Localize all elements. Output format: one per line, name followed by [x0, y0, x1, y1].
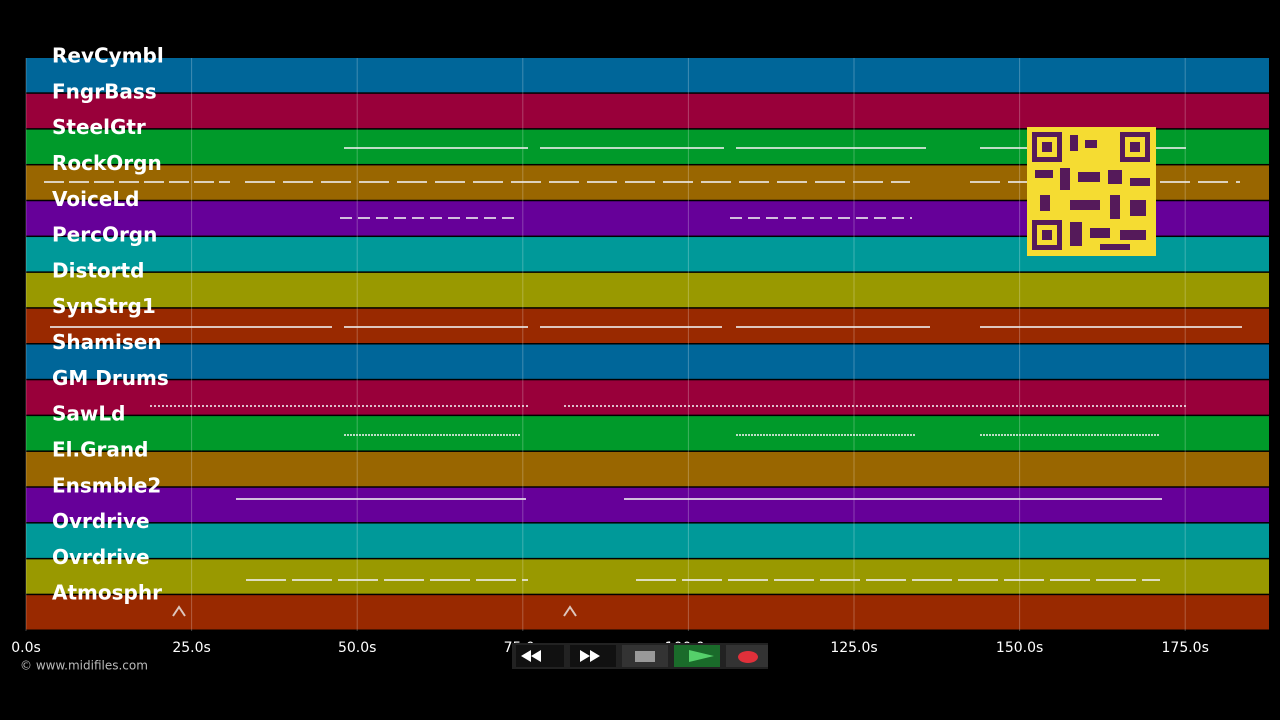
track-lane [26, 595, 1269, 630]
stop-button[interactable] [622, 645, 668, 667]
track-lane [26, 58, 1269, 93]
track-name: Distortd [52, 258, 144, 282]
fast-forward-button[interactable] [570, 645, 616, 667]
time-label: 0.0s [11, 640, 41, 656]
qr-code [1027, 127, 1156, 256]
track-name: PercOrgn [52, 223, 157, 247]
track-name: Ovrdrive [52, 509, 150, 533]
track-name: RevCymbl [52, 44, 164, 68]
track-lane [26, 487, 1269, 523]
time-label: 50.0s [338, 640, 376, 656]
track-lane [26, 344, 1269, 379]
track-lane [26, 308, 1269, 343]
time-label: 175.0s [1162, 640, 1209, 656]
track-name: SynStrg1 [52, 294, 156, 318]
play-button[interactable] [674, 645, 720, 667]
copyright: © www.midifiles.com [20, 659, 148, 673]
time-label: 125.0s [830, 640, 877, 656]
track-lane [26, 93, 1269, 129]
track-lane [26, 523, 1269, 558]
track-name: FngrBass [52, 79, 157, 103]
track-name: Ovrdrive [52, 545, 150, 569]
track-lane [26, 272, 1269, 308]
track-name: Atmosphr [52, 581, 162, 605]
grid [25, 58, 1186, 631]
notes [44, 147, 1242, 617]
track-name: RockOrgn [52, 151, 162, 175]
transport-controls [512, 643, 768, 669]
time-label: 25.0s [172, 640, 210, 656]
track-name: Ensmble2 [52, 473, 161, 497]
track-name: El.Grand [52, 437, 148, 461]
track-name: GM Drums [52, 366, 169, 390]
track-lane [26, 559, 1269, 594]
time-label: 150.0s [996, 640, 1043, 656]
track-lane [26, 451, 1269, 487]
track-name: SteelGtr [52, 115, 146, 139]
track-lane [26, 380, 1269, 415]
record-button[interactable] [726, 645, 768, 667]
track-lane [26, 416, 1269, 451]
track-name: VoiceLd [52, 187, 139, 211]
track-name: SawLd [52, 402, 125, 426]
track-name: Shamisen [52, 330, 162, 354]
rewind-button[interactable] [516, 645, 564, 667]
